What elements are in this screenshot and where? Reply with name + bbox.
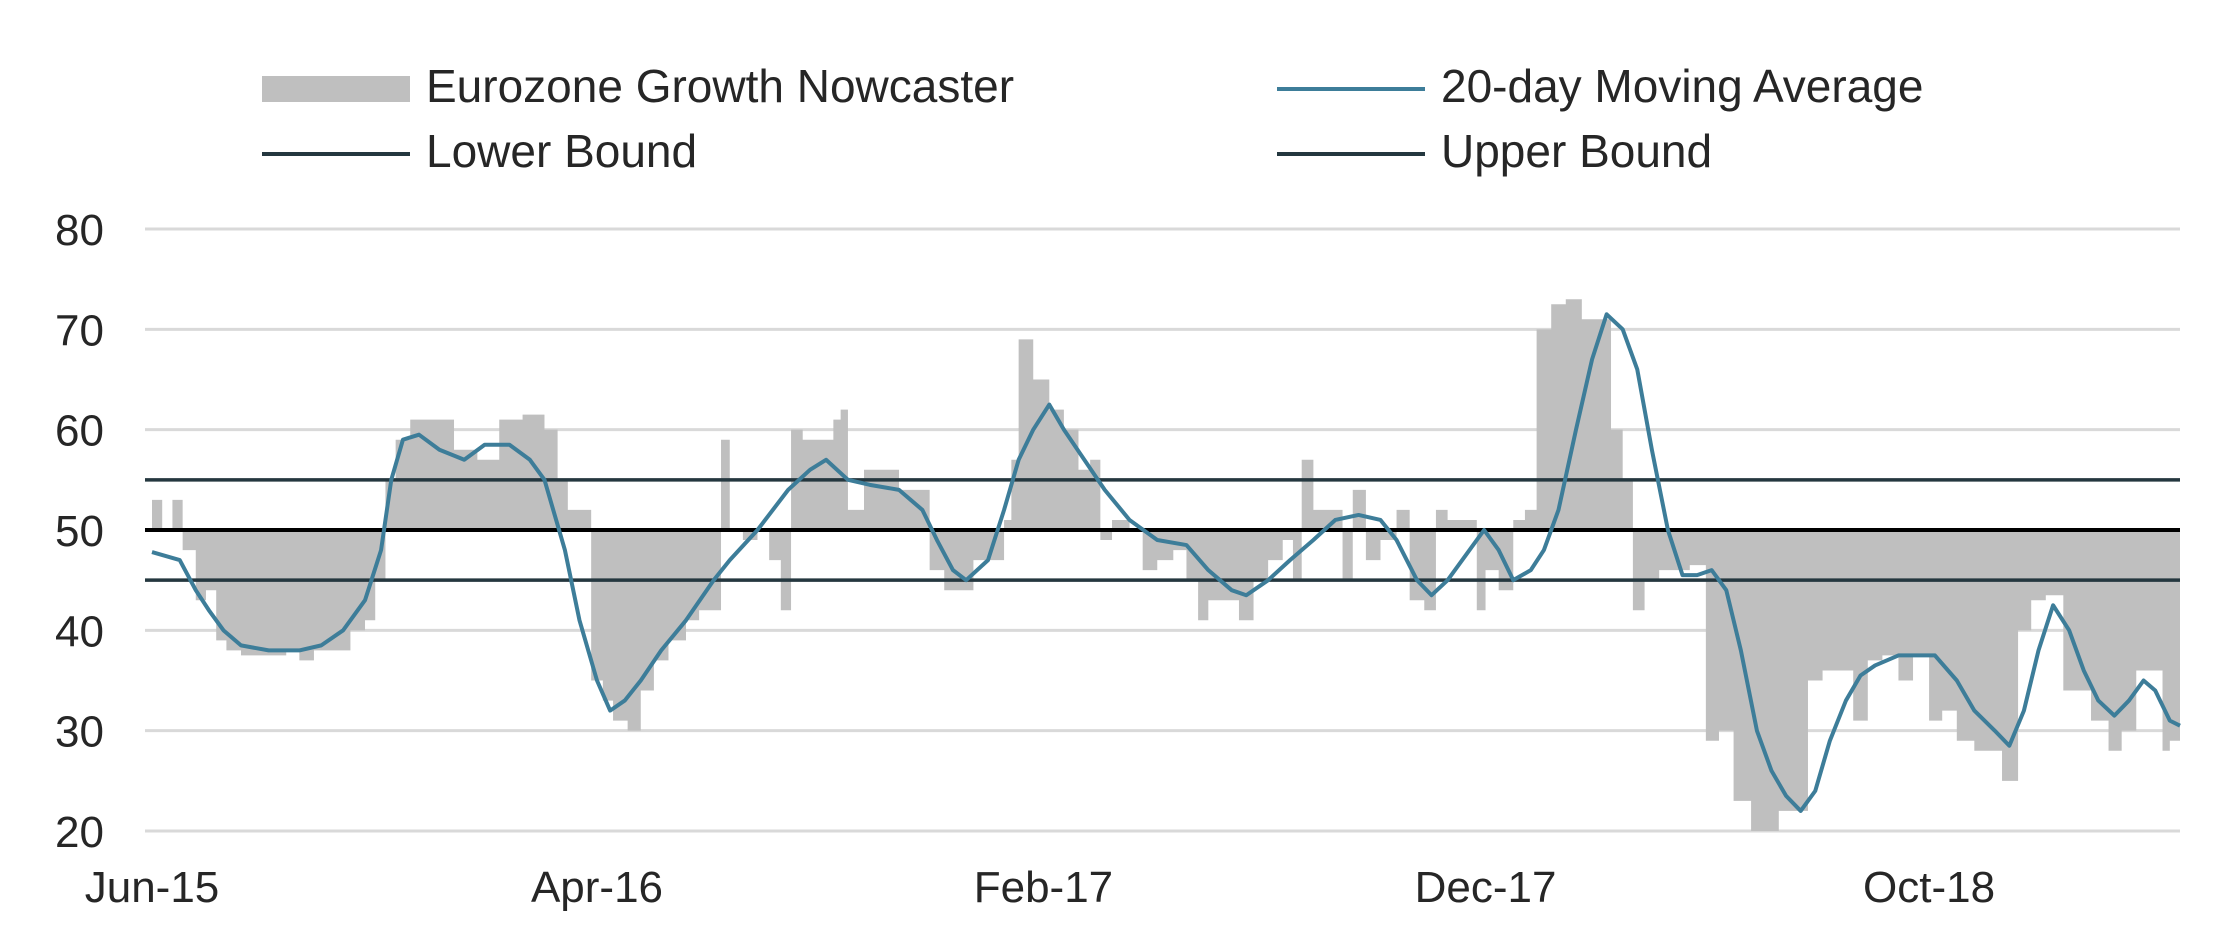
x-tick-label-feb-17: Feb-17 [974, 863, 1113, 912]
legend-item-lower-bound: Lower Bound [262, 125, 697, 177]
legend-label-nowcaster: Eurozone Growth Nowcaster [426, 60, 1014, 112]
y-tick-label-40: 40 [55, 607, 104, 656]
x-axis-ticks: Jun-15 Apr-16 Feb-17 Dec-17 Oct-18 [85, 863, 1995, 912]
legend-item-upper-bound: Upper Bound [1277, 125, 1712, 177]
legend-item-nowcaster: Eurozone Growth Nowcaster [262, 60, 1014, 112]
x-tick-label-apr-16: Apr-16 [531, 863, 663, 912]
legend-label-upper-bound: Upper Bound [1441, 125, 1712, 177]
legend-label-moving-average: 20-day Moving Average [1441, 60, 1923, 112]
legend: Eurozone Growth Nowcaster 20-day Moving … [262, 60, 1923, 177]
x-tick-label-dec-17: Dec-17 [1415, 863, 1557, 912]
y-tick-label-50: 50 [55, 507, 104, 556]
x-tick-label-jun-15: Jun-15 [85, 863, 220, 912]
legend-item-moving-average: 20-day Moving Average [1277, 60, 1923, 112]
x-tick-label-oct-18: Oct-18 [1863, 863, 1995, 912]
legend-label-lower-bound: Lower Bound [426, 125, 697, 177]
y-axis-ticks: 20 30 40 50 60 70 80 [55, 206, 104, 857]
y-tick-label-20: 20 [55, 808, 104, 857]
legend-swatch-nowcaster [262, 76, 410, 102]
moving-average-layer [151, 312, 2181, 813]
nowcaster-area-layer [152, 299, 2180, 831]
nowcaster-area [152, 299, 2180, 831]
y-tick-label-30: 30 [55, 708, 104, 757]
y-tick-label-70: 70 [55, 306, 104, 355]
reference-lines [145, 478, 2180, 582]
moving-average-line [151, 312, 2181, 813]
y-tick-label-60: 60 [55, 407, 104, 456]
y-tick-label-80: 80 [55, 206, 104, 255]
